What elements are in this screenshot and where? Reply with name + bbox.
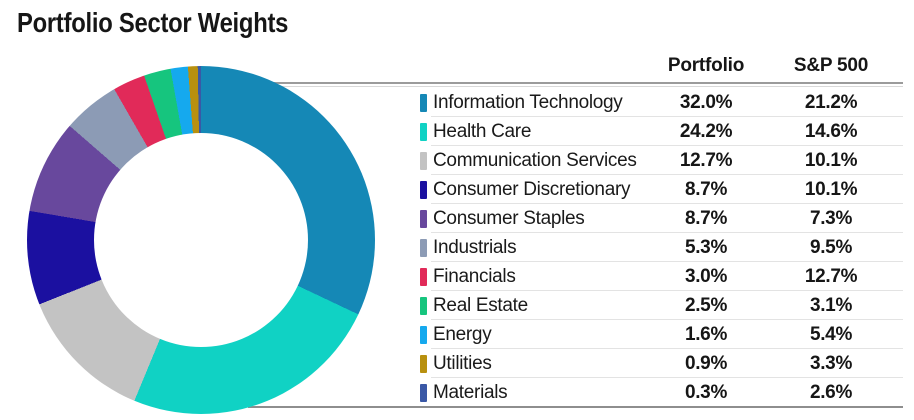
sector-name: Energy <box>433 323 492 345</box>
sector-name: Financials <box>433 265 516 287</box>
sp500-weight-value: 3.1% <box>809 294 853 316</box>
sector-color-swatch <box>420 151 427 170</box>
sector-color-swatch <box>420 267 427 286</box>
sector-color-swatch <box>420 325 427 344</box>
portfolio-weight-value: 8.7% <box>684 178 728 200</box>
portfolio-weight-value: 12.7% <box>679 149 733 171</box>
sector-name: Health Care <box>433 120 532 142</box>
sector-name: Consumer Staples <box>433 207 585 229</box>
sector-color-swatch <box>420 122 427 141</box>
sector-name: Real Estate <box>433 294 528 316</box>
sp500-weight-value: 5.4% <box>809 323 853 345</box>
table-row: Industrials 5.3% 9.5% <box>420 233 903 262</box>
table-bottom-rule <box>248 406 903 408</box>
donut-hole <box>94 133 308 347</box>
sp500-weight-value: 3.3% <box>809 352 853 374</box>
sector-name: Communication Services <box>433 149 637 171</box>
sector-color-swatch <box>420 354 427 373</box>
sector-color-swatch <box>420 209 427 228</box>
portfolio-weight-value: 5.3% <box>684 236 728 258</box>
table-row: Communication Services 12.7% 10.1% <box>420 146 903 175</box>
sector-table: Information Technology 32.0% 21.2% Healt… <box>420 88 903 407</box>
sector-name: Materials <box>433 381 508 403</box>
portfolio-weight-value: 3.0% <box>684 265 728 287</box>
portfolio-weight-value: 0.3% <box>684 381 728 403</box>
sector-color-swatch <box>420 238 427 257</box>
sector-name: Utilities <box>433 352 492 374</box>
table-row: Financials 3.0% 12.7% <box>420 262 903 291</box>
sector-donut-chart <box>27 66 375 414</box>
table-row: Real Estate 2.5% 3.1% <box>420 291 903 320</box>
table-row: Health Care 24.2% 14.6% <box>420 117 903 146</box>
table-row: Consumer Discretionary 8.7% 10.1% <box>420 175 903 204</box>
table-row: Materials 0.3% 2.6% <box>420 378 903 407</box>
sector-color-swatch <box>420 180 427 199</box>
sector-name: Information Technology <box>433 91 623 113</box>
sp500-weight-value: 2.6% <box>809 381 853 403</box>
sector-name: Consumer Discretionary <box>433 178 631 200</box>
table-header-rule <box>268 82 903 87</box>
portfolio-weight-value: 8.7% <box>684 207 728 229</box>
page-title: Portfolio Sector Weights <box>17 7 289 38</box>
sp500-weight-value: 21.2% <box>804 91 858 113</box>
portfolio-weight-value: 1.6% <box>684 323 728 345</box>
sp500-weight-value: 9.5% <box>809 236 853 258</box>
sp500-weight-value: 10.1% <box>804 149 858 171</box>
sp500-weight-value: 10.1% <box>804 178 858 200</box>
sector-color-swatch <box>420 383 427 402</box>
sector-color-swatch <box>420 93 427 112</box>
sp500-weight-value: 7.3% <box>809 207 853 229</box>
sp500-weight-value: 12.7% <box>804 265 858 287</box>
table-row: Energy 1.6% 5.4% <box>420 320 903 349</box>
column-header-sp500: S&P 500 <box>793 55 869 76</box>
portfolio-weight-value: 2.5% <box>684 294 728 316</box>
table-row: Consumer Staples 8.7% 7.3% <box>420 204 903 233</box>
portfolio-weight-value: 32.0% <box>679 91 733 113</box>
sp500-weight-value: 14.6% <box>804 120 858 142</box>
sector-color-swatch <box>420 296 427 315</box>
table-row: Information Technology 32.0% 21.2% <box>420 88 903 117</box>
table-row: Utilities 0.9% 3.3% <box>420 349 903 378</box>
portfolio-weight-value: 0.9% <box>684 352 728 374</box>
column-header-portfolio: Portfolio <box>667 55 745 76</box>
portfolio-weight-value: 24.2% <box>679 120 733 142</box>
sector-name: Industrials <box>433 236 517 258</box>
